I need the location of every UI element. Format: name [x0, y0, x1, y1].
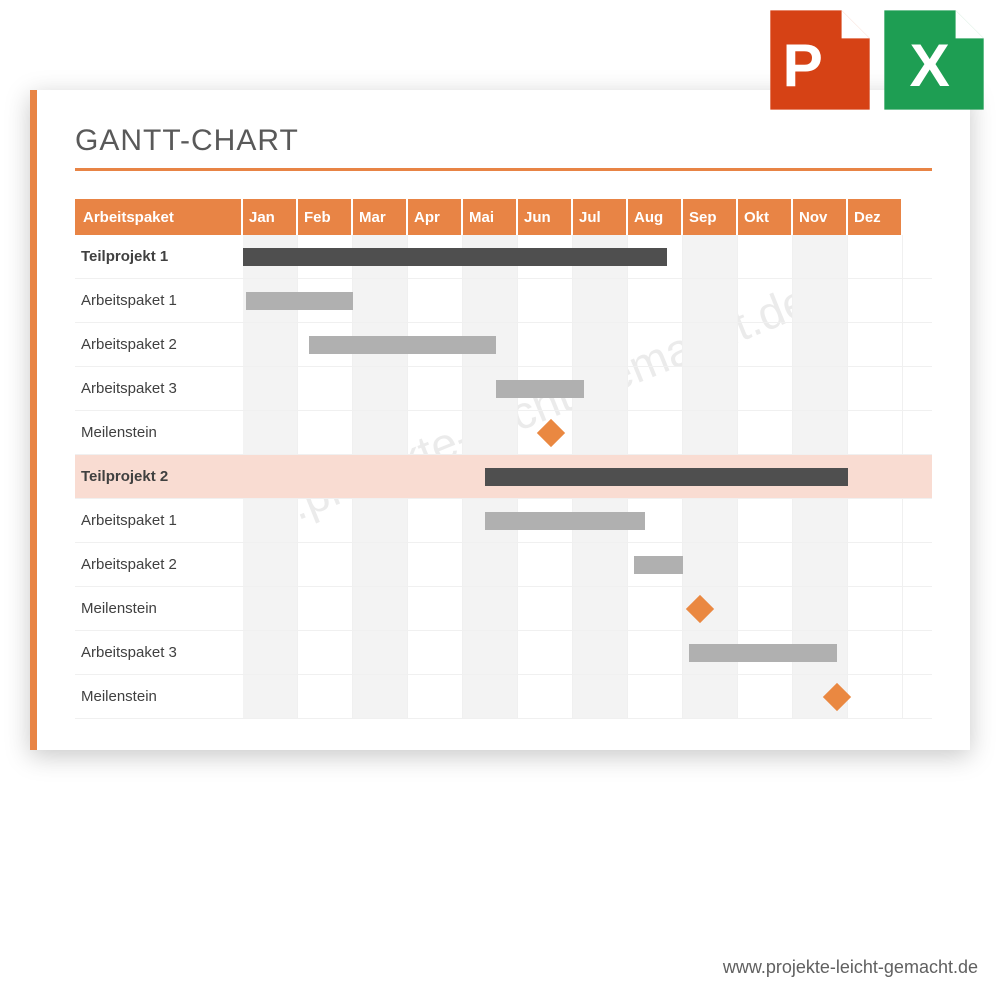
- row-label: Arbeitspaket 1: [75, 499, 243, 542]
- gantt-row: Teilprojekt 2: [75, 455, 932, 499]
- row-label: Meilenstein: [75, 411, 243, 454]
- row-label: Arbeitspaket 3: [75, 367, 243, 410]
- row-label: Teilprojekt 1: [75, 235, 243, 278]
- powerpoint-icon: P: [766, 6, 874, 114]
- header-month: Mai: [463, 199, 518, 235]
- gantt-row: Meilenstein: [75, 675, 932, 719]
- gantt-bar: [243, 248, 667, 266]
- header-month: Jul: [573, 199, 628, 235]
- gantt-bar: [496, 380, 584, 398]
- gantt-row: Arbeitspaket 1: [75, 279, 932, 323]
- row-label: Meilenstein: [75, 587, 243, 630]
- excel-icon: X: [880, 6, 988, 114]
- header-month: Aug: [628, 199, 683, 235]
- header-label-col: Arbeitspaket: [75, 199, 243, 235]
- gantt-bar: [485, 468, 848, 486]
- header-month: Mar: [353, 199, 408, 235]
- header-month: Sep: [683, 199, 738, 235]
- title-divider: [75, 168, 932, 171]
- header-month: Nov: [793, 199, 848, 235]
- gantt-row: Meilenstein: [75, 587, 932, 631]
- row-grid: [243, 411, 903, 454]
- gantt-row: Arbeitspaket 3: [75, 367, 932, 411]
- header-month: Jan: [243, 199, 298, 235]
- gantt-bar: [634, 556, 684, 574]
- header-month: Dez: [848, 199, 903, 235]
- header-month: Okt: [738, 199, 793, 235]
- header-month: Feb: [298, 199, 353, 235]
- row-grid: [243, 367, 903, 410]
- row-grid: [243, 631, 903, 674]
- row-label: Arbeitspaket 3: [75, 631, 243, 674]
- row-grid: [243, 455, 903, 498]
- row-grid: [243, 235, 903, 278]
- gantt-row: Teilprojekt 1: [75, 235, 932, 279]
- row-label: Arbeitspaket 1: [75, 279, 243, 322]
- gantt-row: Arbeitspaket 2: [75, 323, 932, 367]
- chart-title: GANTT-CHART: [75, 124, 932, 158]
- svg-text:P: P: [783, 31, 823, 99]
- gantt-row: Arbeitspaket 3: [75, 631, 932, 675]
- row-grid: [243, 279, 903, 322]
- gantt-bar: [485, 512, 645, 530]
- header-month: Jun: [518, 199, 573, 235]
- gantt-bar: [689, 644, 838, 662]
- gantt-bar: [246, 292, 353, 310]
- gantt-row: Arbeitspaket 2: [75, 543, 932, 587]
- gantt-row: Meilenstein: [75, 411, 932, 455]
- app-icons: P X: [766, 6, 988, 114]
- row-label: Meilenstein: [75, 675, 243, 718]
- gantt-header: ArbeitspaketJanFebMarAprMaiJunJulAugSepO…: [75, 199, 932, 235]
- svg-text:X: X: [910, 31, 950, 99]
- row-grid: [243, 499, 903, 542]
- row-label: Arbeitspaket 2: [75, 543, 243, 586]
- gantt-bar: [309, 336, 496, 354]
- row-label: Teilprojekt 2: [75, 455, 243, 498]
- row-grid: [243, 587, 903, 630]
- row-label: Arbeitspaket 2: [75, 323, 243, 366]
- row-grid: [243, 323, 903, 366]
- gantt-row: Arbeitspaket 1: [75, 499, 932, 543]
- row-grid: [243, 675, 903, 718]
- gantt-slide: www.projekte-leicht-gemacht.de GANTT-CHA…: [30, 90, 970, 750]
- gantt-chart: ArbeitspaketJanFebMarAprMaiJunJulAugSepO…: [75, 199, 932, 719]
- footer-url: www.projekte-leicht-gemacht.de: [723, 957, 978, 978]
- header-month: Apr: [408, 199, 463, 235]
- row-grid: [243, 543, 903, 586]
